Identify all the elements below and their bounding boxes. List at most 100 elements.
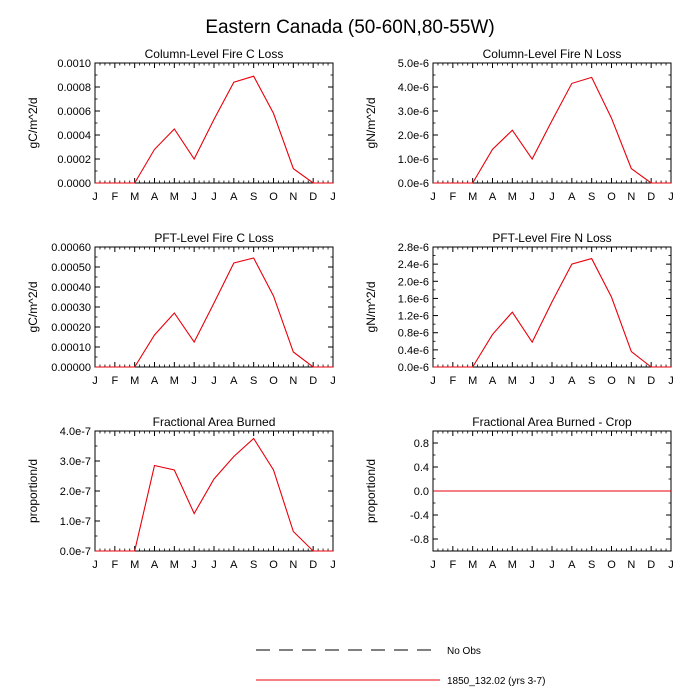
plot-frame xyxy=(432,246,672,368)
x-tick-label: M xyxy=(130,191,139,203)
y-tick-label: 1.0e-6 xyxy=(398,154,429,166)
x-tick-label: J xyxy=(330,191,336,203)
x-tick-label: M xyxy=(468,375,477,387)
x-tick-label: N xyxy=(289,375,297,387)
x-tick-label: N xyxy=(289,559,297,571)
x-tick-label: M xyxy=(468,191,477,203)
y-tick-label: 0.00050 xyxy=(51,262,91,274)
x-tick-label: J xyxy=(211,191,217,203)
plot-frame xyxy=(94,62,334,184)
series-line xyxy=(95,437,333,552)
x-tick-label: A xyxy=(230,375,238,387)
x-tick-label: M xyxy=(468,559,477,571)
y-axis-label: proportion/d xyxy=(26,459,40,523)
y-tick-label: 0.0000 xyxy=(57,178,91,190)
x-tick-label: J xyxy=(211,559,217,571)
y-axis-label: gN/m^2/d xyxy=(364,282,378,333)
x-tick-label: J xyxy=(668,559,674,571)
y-tick-label: 0.0006 xyxy=(57,106,91,118)
y-tick-label: 0.4 xyxy=(414,462,429,474)
x-tick-label: J xyxy=(549,191,555,203)
x-tick-label: S xyxy=(588,559,595,571)
x-tick-label: J xyxy=(430,375,436,387)
y-tick-label: 0.00040 xyxy=(51,282,91,294)
x-tick-label: M xyxy=(508,191,517,203)
x-tick-label: O xyxy=(269,375,278,387)
y-tick-label: 5.0e-6 xyxy=(398,58,429,70)
y-axis-label: gN/m^2/d xyxy=(364,98,378,149)
y-tick-label: 0.0004 xyxy=(57,130,91,142)
x-tick-label: J xyxy=(668,191,674,203)
x-tick-label: N xyxy=(627,375,635,387)
y-axis-label: gC/m^2/d xyxy=(26,98,40,149)
x-tick-label: J xyxy=(191,375,197,387)
panel-title: PFT-Level Fire C Loss xyxy=(154,231,273,245)
y-tick-label: 2.0e-6 xyxy=(398,276,429,288)
y-tick-label: 0.0002 xyxy=(57,154,91,166)
x-tick-label: A xyxy=(151,559,159,571)
y-tick-label: -0.8 xyxy=(410,534,429,546)
x-tick-label: A xyxy=(489,559,497,571)
series-line xyxy=(95,75,333,184)
y-tick-label: 0.00010 xyxy=(51,342,91,354)
plot-frame xyxy=(94,430,334,552)
x-tick-label: A xyxy=(489,191,497,203)
x-tick-label: F xyxy=(111,191,118,203)
y-tick-label: 1.2e-6 xyxy=(398,311,429,323)
x-tick-label: A xyxy=(568,191,576,203)
x-tick-label: A xyxy=(568,559,576,571)
y-tick-label: 0.00000 xyxy=(51,362,91,374)
x-tick-label: O xyxy=(269,191,278,203)
x-tick-label: F xyxy=(111,375,118,387)
x-tick-label: J xyxy=(549,375,555,387)
y-tick-label: 4.0e-7 xyxy=(60,426,91,438)
y-tick-label: 0.0e-7 xyxy=(60,546,91,558)
x-tick-label: D xyxy=(309,559,317,571)
x-tick-label: F xyxy=(449,191,456,203)
y-tick-label: 0.0 xyxy=(414,486,429,498)
x-tick-label: M xyxy=(170,375,179,387)
x-tick-label: J xyxy=(330,559,336,571)
panel-title: Column-Level Fire N Loss xyxy=(483,47,622,61)
x-tick-label: O xyxy=(607,375,616,387)
x-tick-label: M xyxy=(170,191,179,203)
panel-title: PFT-Level Fire N Loss xyxy=(492,231,611,245)
x-tick-label: A xyxy=(151,375,159,387)
x-tick-label: D xyxy=(647,559,655,571)
x-tick-label: J xyxy=(430,559,436,571)
plot-frame xyxy=(432,62,672,184)
x-tick-label: M xyxy=(130,375,139,387)
y-tick-label: 0.4e-6 xyxy=(398,345,429,357)
panel-title: Column-Level Fire C Loss xyxy=(145,47,284,61)
y-tick-label: 2.0e-6 xyxy=(398,130,429,142)
y-tick-label: -0.4 xyxy=(410,510,429,522)
x-tick-label: J xyxy=(92,375,98,387)
x-tick-label: J xyxy=(211,375,217,387)
x-tick-label: J xyxy=(529,559,535,571)
panel-title: Fractional Area Burned - Crop xyxy=(472,415,632,429)
x-tick-label: M xyxy=(170,559,179,571)
y-tick-label: 0.0e-6 xyxy=(398,362,429,374)
x-tick-label: M xyxy=(508,375,517,387)
x-tick-label: N xyxy=(627,191,635,203)
y-tick-label: 2.4e-6 xyxy=(398,259,429,271)
x-tick-label: A xyxy=(489,375,497,387)
x-tick-label: J xyxy=(191,559,197,571)
x-tick-label: S xyxy=(250,375,257,387)
y-tick-label: 0.00060 xyxy=(51,242,91,254)
x-tick-label: M xyxy=(130,559,139,571)
x-tick-label: F xyxy=(449,559,456,571)
x-tick-label: A xyxy=(230,191,238,203)
panel-title: Fractional Area Burned xyxy=(153,415,276,429)
x-tick-label: D xyxy=(309,375,317,387)
y-tick-label: 0.8 xyxy=(414,438,429,450)
x-tick-label: S xyxy=(588,375,595,387)
x-tick-label: J xyxy=(92,191,98,203)
legend-label: 1850_132.02 (yrs 3-7) xyxy=(447,676,545,687)
x-tick-label: S xyxy=(250,559,257,571)
x-tick-label: N xyxy=(627,559,635,571)
